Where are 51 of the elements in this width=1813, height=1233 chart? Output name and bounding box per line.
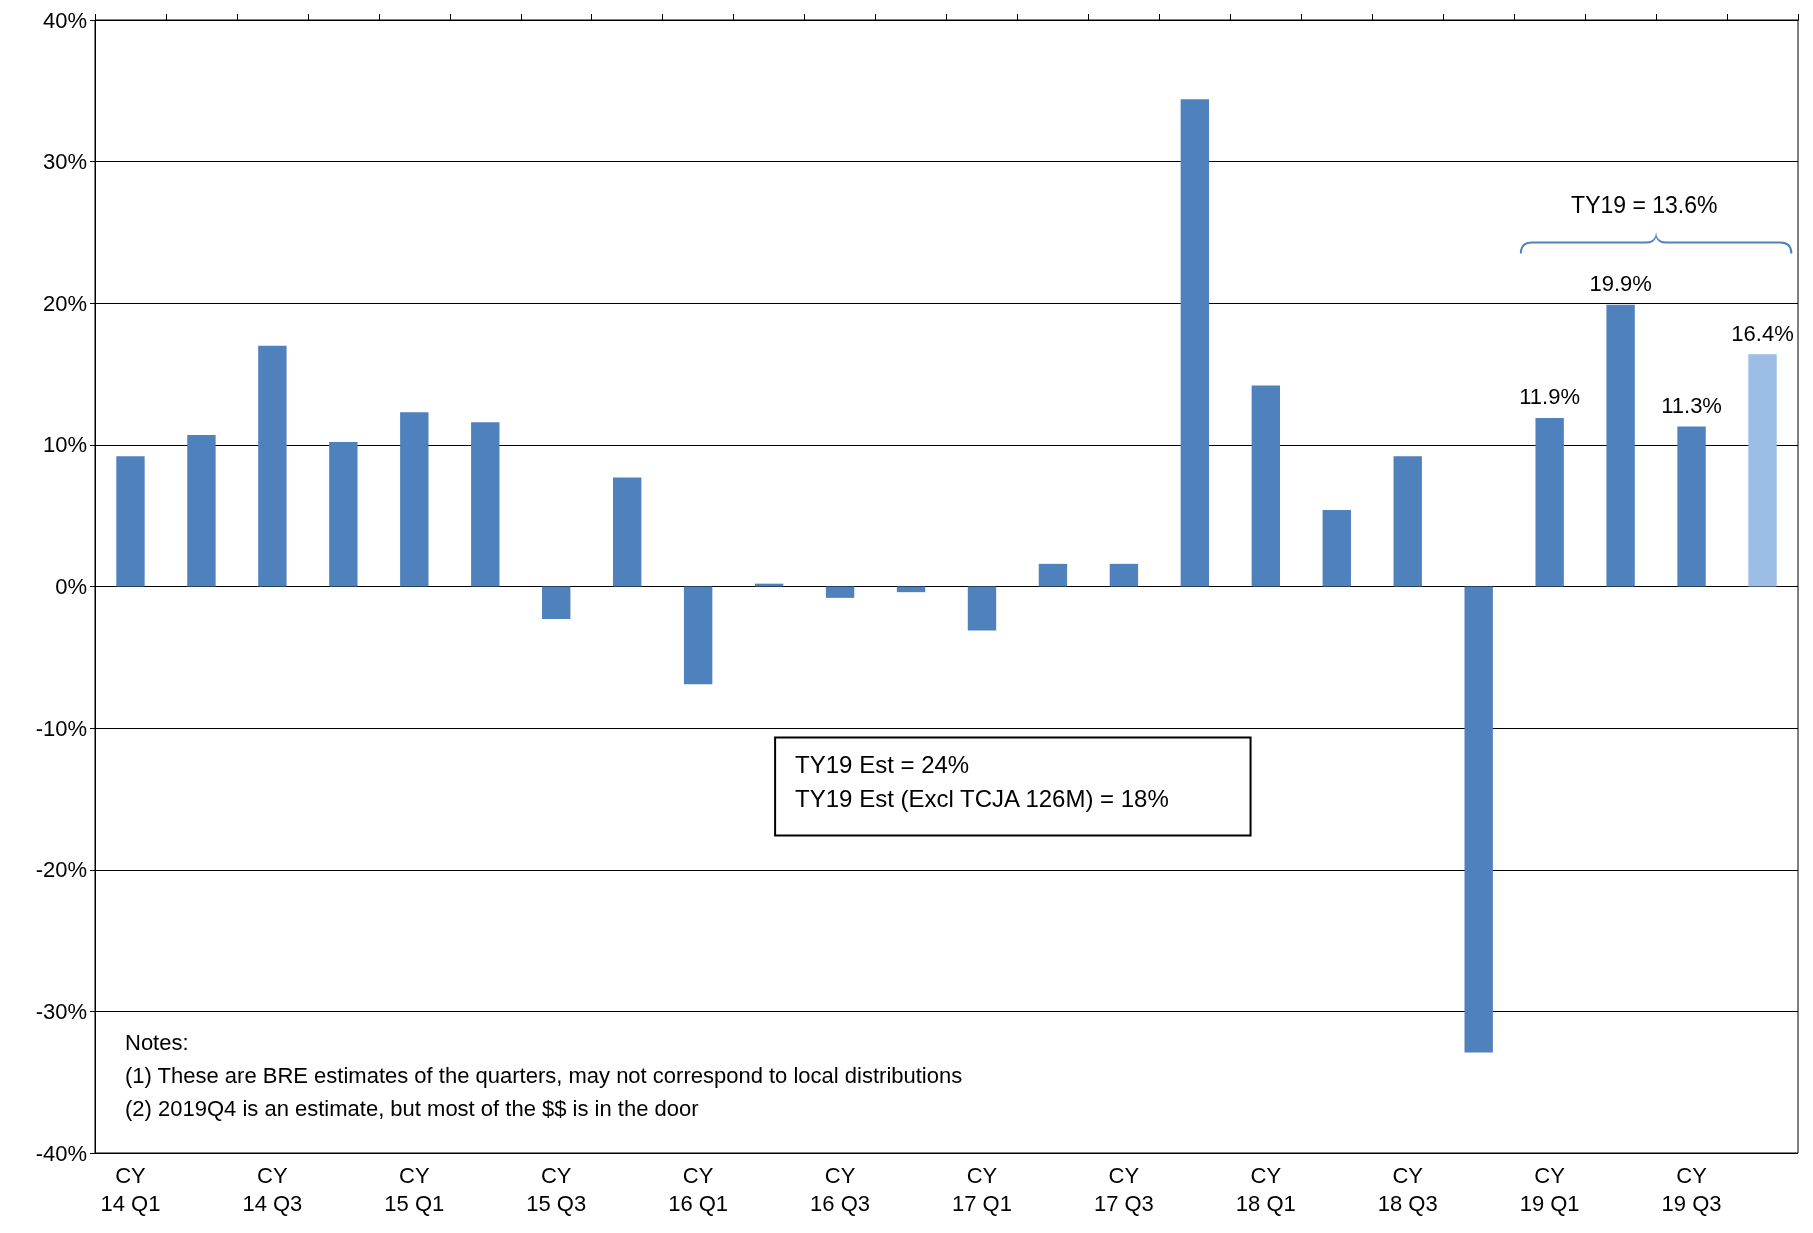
bar: [400, 412, 429, 587]
bar: [1606, 304, 1635, 587]
annotation: TY19 = 13.6%: [1571, 192, 1718, 219]
bar: [1251, 385, 1280, 587]
data-label: 11.3%: [1661, 392, 1722, 418]
y-tick-label: 10%: [42, 432, 87, 458]
y-tick-label: -10%: [35, 715, 87, 741]
x-tick-label: CY 18 Q3: [1377, 1162, 1438, 1216]
y-tick-label: -20%: [35, 857, 87, 883]
bar: [1464, 586, 1493, 1053]
bar: [542, 586, 571, 620]
x-tick-label: CY 19 Q3: [1661, 1162, 1722, 1216]
bar: [754, 583, 784, 587]
bar: [1180, 99, 1210, 587]
annotation: TY19 Est = 24% TY19 Est (Excl TCJA 126M) = 18%: [795, 751, 1169, 813]
x-tick-label: CY 17 Q1: [952, 1162, 1012, 1216]
bar: [329, 442, 358, 587]
y-tick-label: -40%: [35, 1140, 87, 1166]
annotation: Notes: (1) These are BRE estimates of the quarters, may not correspond to local distributions (2) 2019Q4 is an estimate, but most of the $$ is in the door: [125, 1029, 963, 1121]
bar: [258, 345, 287, 587]
bar: [187, 434, 216, 587]
bar: [683, 586, 713, 685]
bar: [1748, 354, 1777, 587]
data-label: 16.4%: [1731, 320, 1794, 346]
data-label: 11.9%: [1519, 384, 1581, 410]
bar: [471, 422, 500, 587]
bar: [967, 586, 997, 631]
y-tick-label: -30%: [35, 998, 87, 1024]
y-tick-label: 20%: [42, 290, 87, 316]
bar: [1535, 417, 1564, 587]
bar: [1038, 563, 1068, 587]
x-tick-label: CY 16 Q3: [810, 1162, 871, 1216]
x-tick-label: CY 16 Q1: [668, 1162, 729, 1216]
bar: [1109, 563, 1139, 587]
bar: [825, 586, 855, 598]
x-tick-label: CY 18 Q1: [1235, 1162, 1296, 1216]
x-tick-label: CY 15 Q1: [384, 1162, 445, 1216]
data-label: 19.9%: [1589, 271, 1652, 297]
y-tick-label: 40%: [42, 7, 87, 33]
bar: [116, 456, 145, 587]
bar: [1677, 426, 1706, 587]
x-tick-label: CY 14 Q3: [242, 1162, 303, 1216]
bar: [613, 477, 642, 587]
bar: [1393, 456, 1422, 587]
y-tick-label: 30%: [42, 149, 87, 175]
bar: [1322, 510, 1351, 587]
x-tick-label: CY 17 Q3: [1093, 1162, 1154, 1216]
x-tick-label: CY 15 Q3: [526, 1162, 587, 1216]
x-tick-label: CY 19 Q1: [1519, 1162, 1580, 1216]
x-tick-label: CY 14 Q1: [100, 1162, 161, 1216]
y-tick-label: 0%: [55, 574, 87, 599]
